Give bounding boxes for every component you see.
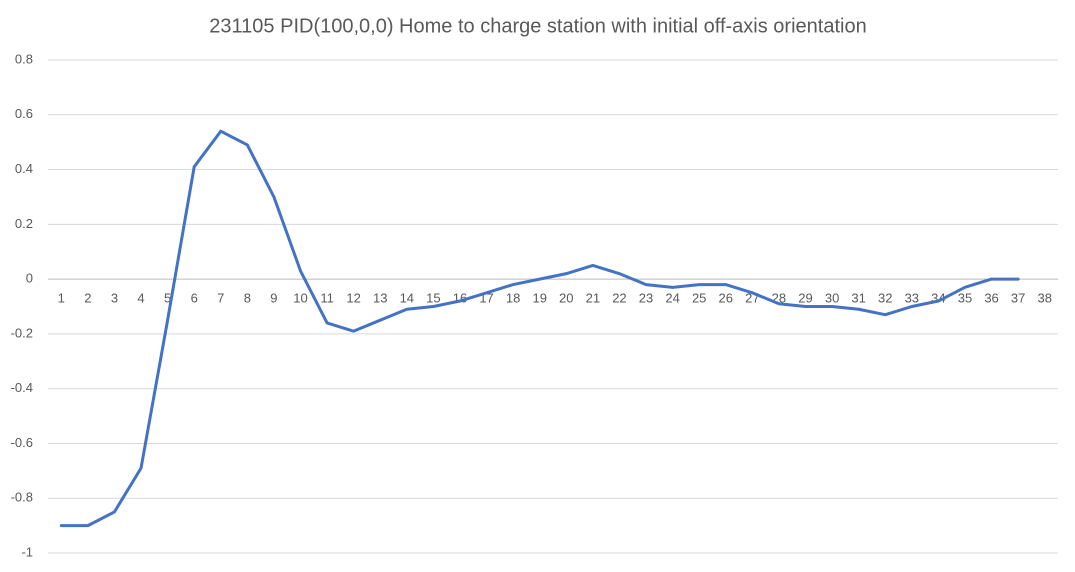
x-tick-label: 31	[851, 291, 865, 306]
y-tick-label: -0.8	[11, 490, 33, 505]
y-tick-label: -1	[21, 544, 33, 559]
x-tick-label: 11	[320, 291, 334, 306]
x-tick-label: 21	[586, 291, 600, 306]
x-tick-label: 25	[692, 291, 706, 306]
x-tick-label: 26	[719, 291, 733, 306]
x-tick-label: 29	[798, 291, 812, 306]
y-tick-label: -0.4	[11, 380, 33, 395]
y-tick-label: 0	[26, 271, 33, 286]
x-tick-label: 5	[164, 291, 171, 306]
x-tick-label: 35	[958, 291, 972, 306]
x-tick-label: 3	[111, 291, 118, 306]
x-tick-label: 9	[270, 291, 277, 306]
x-tick-label: 4	[137, 291, 144, 306]
y-tick-label: 0.6	[15, 106, 33, 121]
y-tick-label: 0.4	[15, 161, 33, 176]
x-tick-label: 6	[191, 291, 198, 306]
x-tick-label: 8	[244, 291, 251, 306]
x-tick-label: 12	[346, 291, 360, 306]
y-tick-label: -0.2	[11, 325, 33, 340]
y-tick-label: 0.2	[15, 216, 33, 231]
x-tick-label: 2	[84, 291, 91, 306]
x-tick-label: 22	[612, 291, 626, 306]
x-tick-label: 7	[217, 291, 224, 306]
x-tick-label: 20	[559, 291, 573, 306]
x-tick-label: 15	[426, 291, 440, 306]
x-tick-label: 37	[1011, 291, 1025, 306]
chart-title: 231105 PID(100,0,0) Home to charge stati…	[209, 15, 866, 37]
x-tick-label: 38	[1037, 291, 1051, 306]
x-tick-label: 18	[506, 291, 520, 306]
x-tick-label: 13	[373, 291, 387, 306]
data-line	[59, 129, 1020, 528]
x-tick-label: 23	[639, 291, 653, 306]
y-tick-label: -0.6	[11, 435, 33, 450]
y-tick-label: 0.8	[15, 51, 33, 66]
x-tick-label: 33	[905, 291, 919, 306]
x-tick-label: 24	[665, 291, 679, 306]
x-tick-label: 36	[984, 291, 998, 306]
x-tick-label: 32	[878, 291, 892, 306]
x-tick-label: 19	[532, 291, 546, 306]
x-tick-label: 10	[293, 291, 307, 306]
x-tick-label: 14	[400, 291, 414, 306]
x-tick-label: 30	[825, 291, 839, 306]
x-tick-label: 1	[58, 291, 65, 306]
